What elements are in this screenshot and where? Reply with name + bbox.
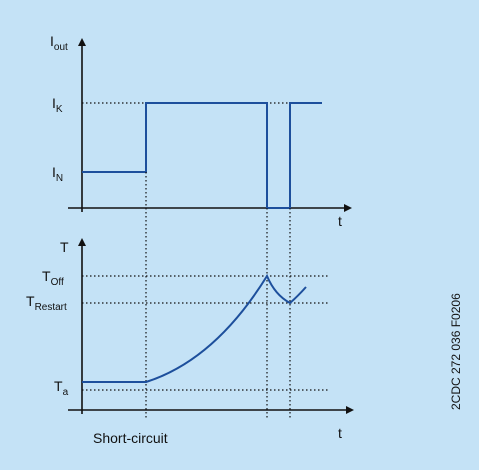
level-label: TOff <box>42 268 64 288</box>
y-axis-label: T <box>60 239 69 255</box>
current-signal <box>82 102 322 209</box>
temperature-signal <box>82 273 307 383</box>
level-label: IK <box>52 95 63 115</box>
level-label: TRestart <box>26 293 67 313</box>
figure-code: 2CDC 272 036 F0206 <box>449 293 463 410</box>
y-axis-label: Iout <box>50 33 68 53</box>
x-axis-label: t <box>338 425 342 441</box>
event-label: Short-circuit <box>93 430 168 446</box>
level-label: IN <box>52 164 63 184</box>
x-axis-label: t <box>338 213 342 229</box>
level-label: Ta <box>54 378 69 398</box>
